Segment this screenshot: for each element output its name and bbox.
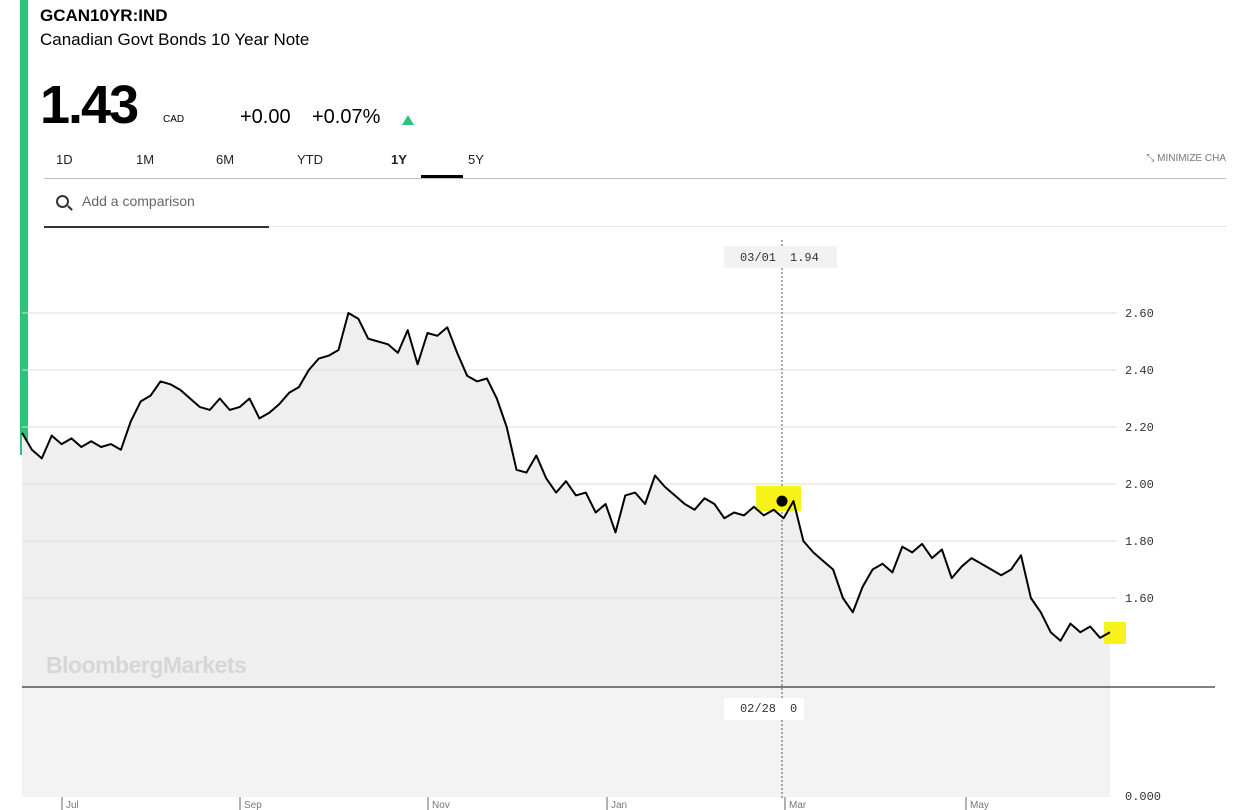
y-tick-label: 2.00 bbox=[1125, 478, 1154, 492]
crosshair-price-date: 03/01 bbox=[740, 251, 776, 265]
y-tick-label: 2.40 bbox=[1125, 364, 1154, 378]
x-tick-label: Jul bbox=[66, 800, 79, 810]
crosshair-price-value: 1.94 bbox=[790, 251, 819, 265]
range-tabs: 1D 1M 6M YTD 1Y 5Y bbox=[44, 150, 1226, 179]
tab-1y[interactable]: 1Y bbox=[391, 152, 407, 167]
security-name: Canadian Govt Bonds 10 Year Note bbox=[40, 30, 310, 49]
y-tick-label: 1.80 bbox=[1125, 535, 1154, 549]
x-tick-label: Nov bbox=[432, 800, 450, 810]
x-tick-label: Sep bbox=[244, 800, 262, 810]
ticker-symbol: GCAN10YR:IND bbox=[40, 6, 168, 25]
y-tick-label: 2.20 bbox=[1125, 421, 1154, 435]
crosshair-volume-value: 0 bbox=[790, 702, 797, 716]
currency-label: CAD bbox=[163, 114, 185, 125]
x-tick-label: Mar bbox=[789, 800, 807, 810]
highlight-marker-last bbox=[1104, 622, 1126, 644]
search-input[interactable] bbox=[80, 192, 269, 210]
tab-ytd[interactable]: YTD bbox=[297, 152, 323, 167]
price-area-fill bbox=[22, 313, 1110, 687]
tab-1m[interactable]: 1M bbox=[136, 152, 155, 167]
tab-1d[interactable]: 1D bbox=[56, 152, 73, 167]
bloomberg-watermark: BloombergMarkets bbox=[46, 652, 247, 678]
header-divider bbox=[270, 226, 1226, 227]
x-tick-label: Jan bbox=[611, 800, 627, 810]
active-tab-indicator bbox=[421, 175, 463, 178]
crosshair-price-box bbox=[724, 246, 837, 268]
crosshair-point bbox=[776, 495, 788, 507]
tab-5y[interactable]: 5Y bbox=[468, 152, 484, 167]
y-tick-label: 2.60 bbox=[1125, 307, 1154, 321]
price-value: 1.43 bbox=[40, 75, 139, 135]
crosshair-volume-box bbox=[724, 698, 804, 720]
crosshair-volume-date: 02/28 bbox=[740, 702, 776, 716]
minimize-chart-button[interactable]: ⤡ MINIMIZE CHA bbox=[1146, 153, 1226, 164]
search-icon[interactable] bbox=[56, 195, 69, 208]
price-change: +0.00 bbox=[240, 106, 291, 128]
volume-area-fill bbox=[22, 687, 1110, 797]
volume-tick-label: 0.000 bbox=[1125, 790, 1161, 804]
accent-bar bbox=[20, 0, 28, 455]
price-change-pct: +0.07% bbox=[312, 106, 381, 128]
minimize-label: MINIMIZE CHA bbox=[1157, 153, 1226, 164]
up-arrow-icon bbox=[402, 115, 414, 125]
y-tick-label: 1.60 bbox=[1125, 592, 1154, 606]
x-tick-label: May bbox=[970, 800, 989, 810]
price-line bbox=[21, 312, 1111, 642]
minimize-icon: ⤡ bbox=[1146, 153, 1158, 164]
comparison-search bbox=[44, 190, 269, 228]
tab-6m[interactable]: 6M bbox=[216, 152, 235, 167]
